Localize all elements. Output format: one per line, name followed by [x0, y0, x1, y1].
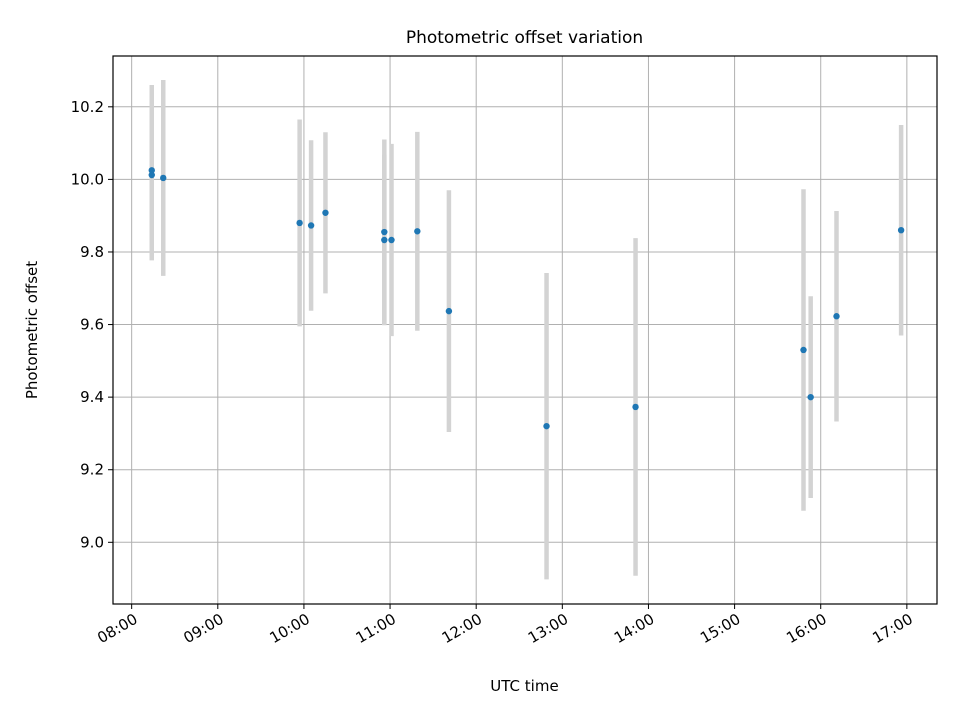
- data-point: [307, 222, 315, 229]
- y-tick-label: 9.6: [80, 316, 104, 334]
- y-tick-label: 10.0: [71, 170, 104, 188]
- data-point: [800, 346, 807, 354]
- y-axis: 9.0 9.2 9.4 9.6 9.8 10.0 10.2: [71, 98, 113, 551]
- data-point: [322, 209, 329, 216]
- data-point: [148, 167, 155, 174]
- y-tick-label: 9.8: [80, 243, 104, 261]
- data-point: [807, 393, 814, 401]
- y-tick-label: 10.2: [71, 98, 104, 116]
- y-tick-label: 9.4: [80, 388, 104, 406]
- data-point: [632, 403, 639, 411]
- data-point: [381, 236, 388, 244]
- data-point: [160, 174, 167, 182]
- plot-frame: [112, 55, 938, 605]
- data-point: [833, 313, 840, 320]
- grid: [113, 56, 937, 604]
- y-tick-label: 9.0: [80, 533, 104, 551]
- data-point: [388, 236, 395, 244]
- data-point: [414, 228, 421, 235]
- data-point: [543, 422, 550, 430]
- data-point: [897, 226, 905, 234]
- data-point: [445, 307, 453, 315]
- data-point: [296, 219, 303, 227]
- data-points: [148, 167, 905, 430]
- data-point: [148, 171, 155, 179]
- y-tick-label: 9.2: [80, 461, 104, 479]
- chart-title: Photometric offset variation: [406, 28, 643, 48]
- x-axis-label: UTC time: [490, 677, 558, 695]
- y-axis-label: Photometric offset: [23, 261, 41, 399]
- data-point: [381, 228, 388, 236]
